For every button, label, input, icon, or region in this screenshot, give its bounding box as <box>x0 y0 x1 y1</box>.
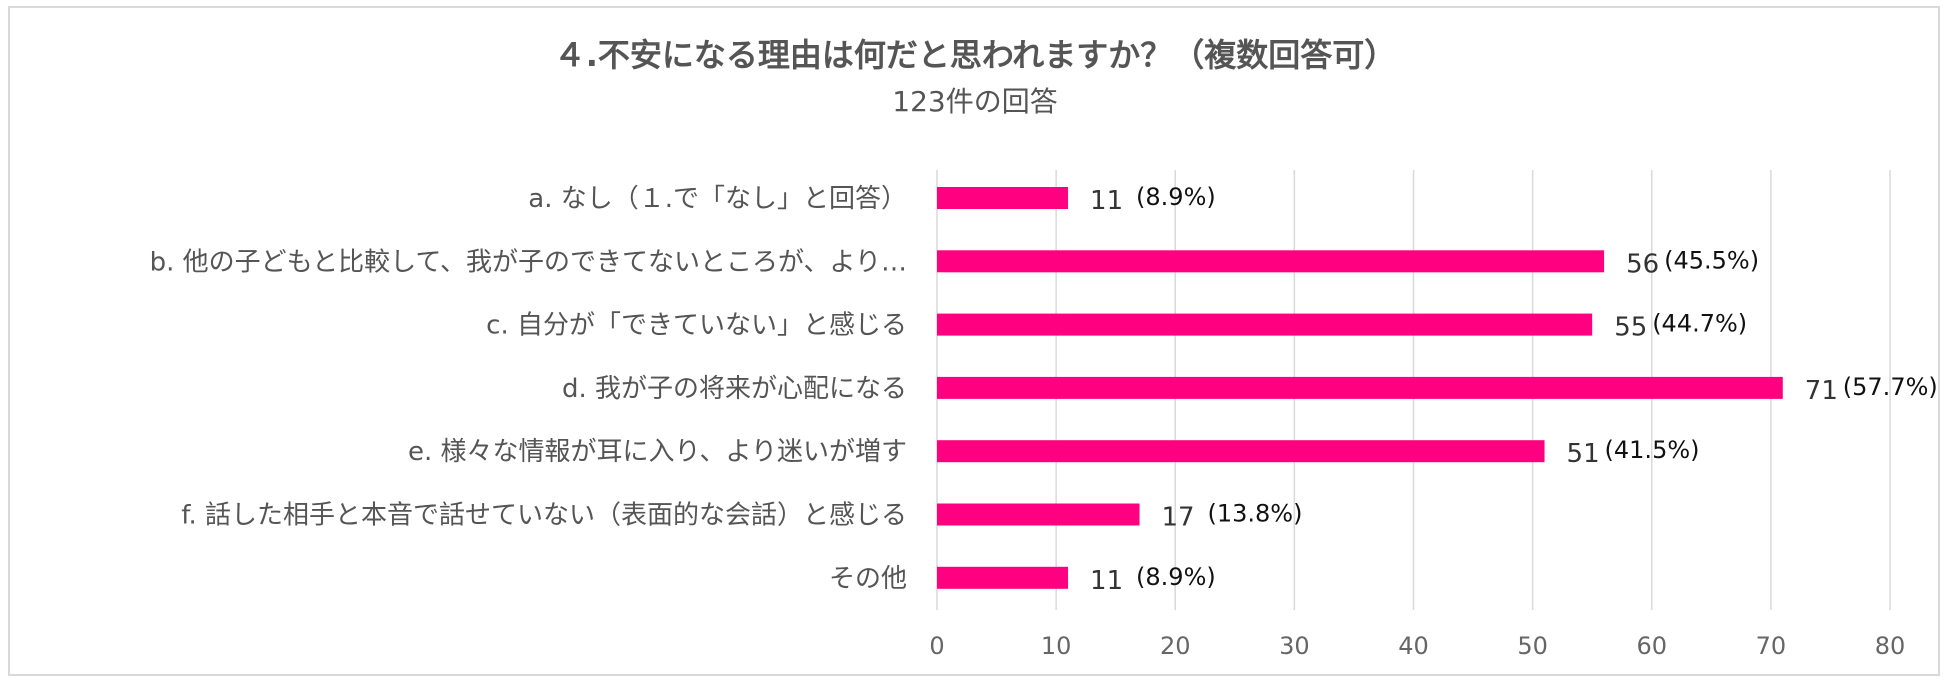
bar <box>937 313 1593 336</box>
x-tick-label: 60 <box>1636 632 1667 660</box>
data-label-percent: (8.9%) <box>1136 183 1216 211</box>
data-label-percent: (13.8%) <box>1208 500 1303 528</box>
data-label-percent: (44.7%) <box>1652 310 1747 338</box>
bar <box>937 376 1783 399</box>
category-label: d. 我が子の将来が心配になる <box>562 374 907 404</box>
bar <box>937 187 1069 209</box>
data-label-value: 11 <box>1090 186 1123 216</box>
category-label: c. 自分が「できていない」と感じる <box>486 311 907 341</box>
data-label-percent: (8.9%) <box>1136 563 1216 591</box>
x-tick-label: 40 <box>1398 632 1429 660</box>
category-label: その他 <box>829 564 907 594</box>
chart-frame <box>8 6 1940 676</box>
data-label-value: 56 <box>1626 249 1659 279</box>
category-label: f. 話した相手と本音で話せていない（表面的な会話）と感じる <box>181 501 907 531</box>
x-tick-label: 80 <box>1875 632 1906 660</box>
x-tick-label: 50 <box>1517 632 1548 660</box>
data-label-value: 55 <box>1614 313 1647 343</box>
chart-subtitle: 123件の回答 <box>892 85 1058 118</box>
category-label: e. 様々な情報が耳に入り、より迷いが増す <box>408 437 907 467</box>
x-tick-label: 30 <box>1279 632 1310 660</box>
x-tick-label: 20 <box>1160 632 1191 660</box>
category-label: b. 他の子どもと比較して、我が子のできてないところが、より… <box>150 247 907 277</box>
chart-title: ４.不安になる理由は何だと思われますか？（複数回答可） <box>553 36 1397 74</box>
x-tick-label: 10 <box>1041 632 1072 660</box>
data-label-value: 51 <box>1567 439 1600 469</box>
bar <box>937 566 1069 589</box>
data-label-value: 71 <box>1805 376 1838 406</box>
category-label: a. なし（１.で「なし」と回答） <box>528 184 907 214</box>
data-label-value: 11 <box>1090 566 1123 596</box>
data-label-percent: (41.5%) <box>1605 436 1700 464</box>
bar <box>937 440 1545 463</box>
x-tick-label: 70 <box>1756 632 1787 660</box>
data-label-percent: (57.7%) <box>1843 373 1938 401</box>
data-label-value: 17 <box>1162 503 1195 533</box>
data-label-percent: (45.5%) <box>1664 246 1759 274</box>
bar <box>937 503 1140 526</box>
x-tick-label: 0 <box>929 632 944 660</box>
bar <box>937 250 1605 273</box>
